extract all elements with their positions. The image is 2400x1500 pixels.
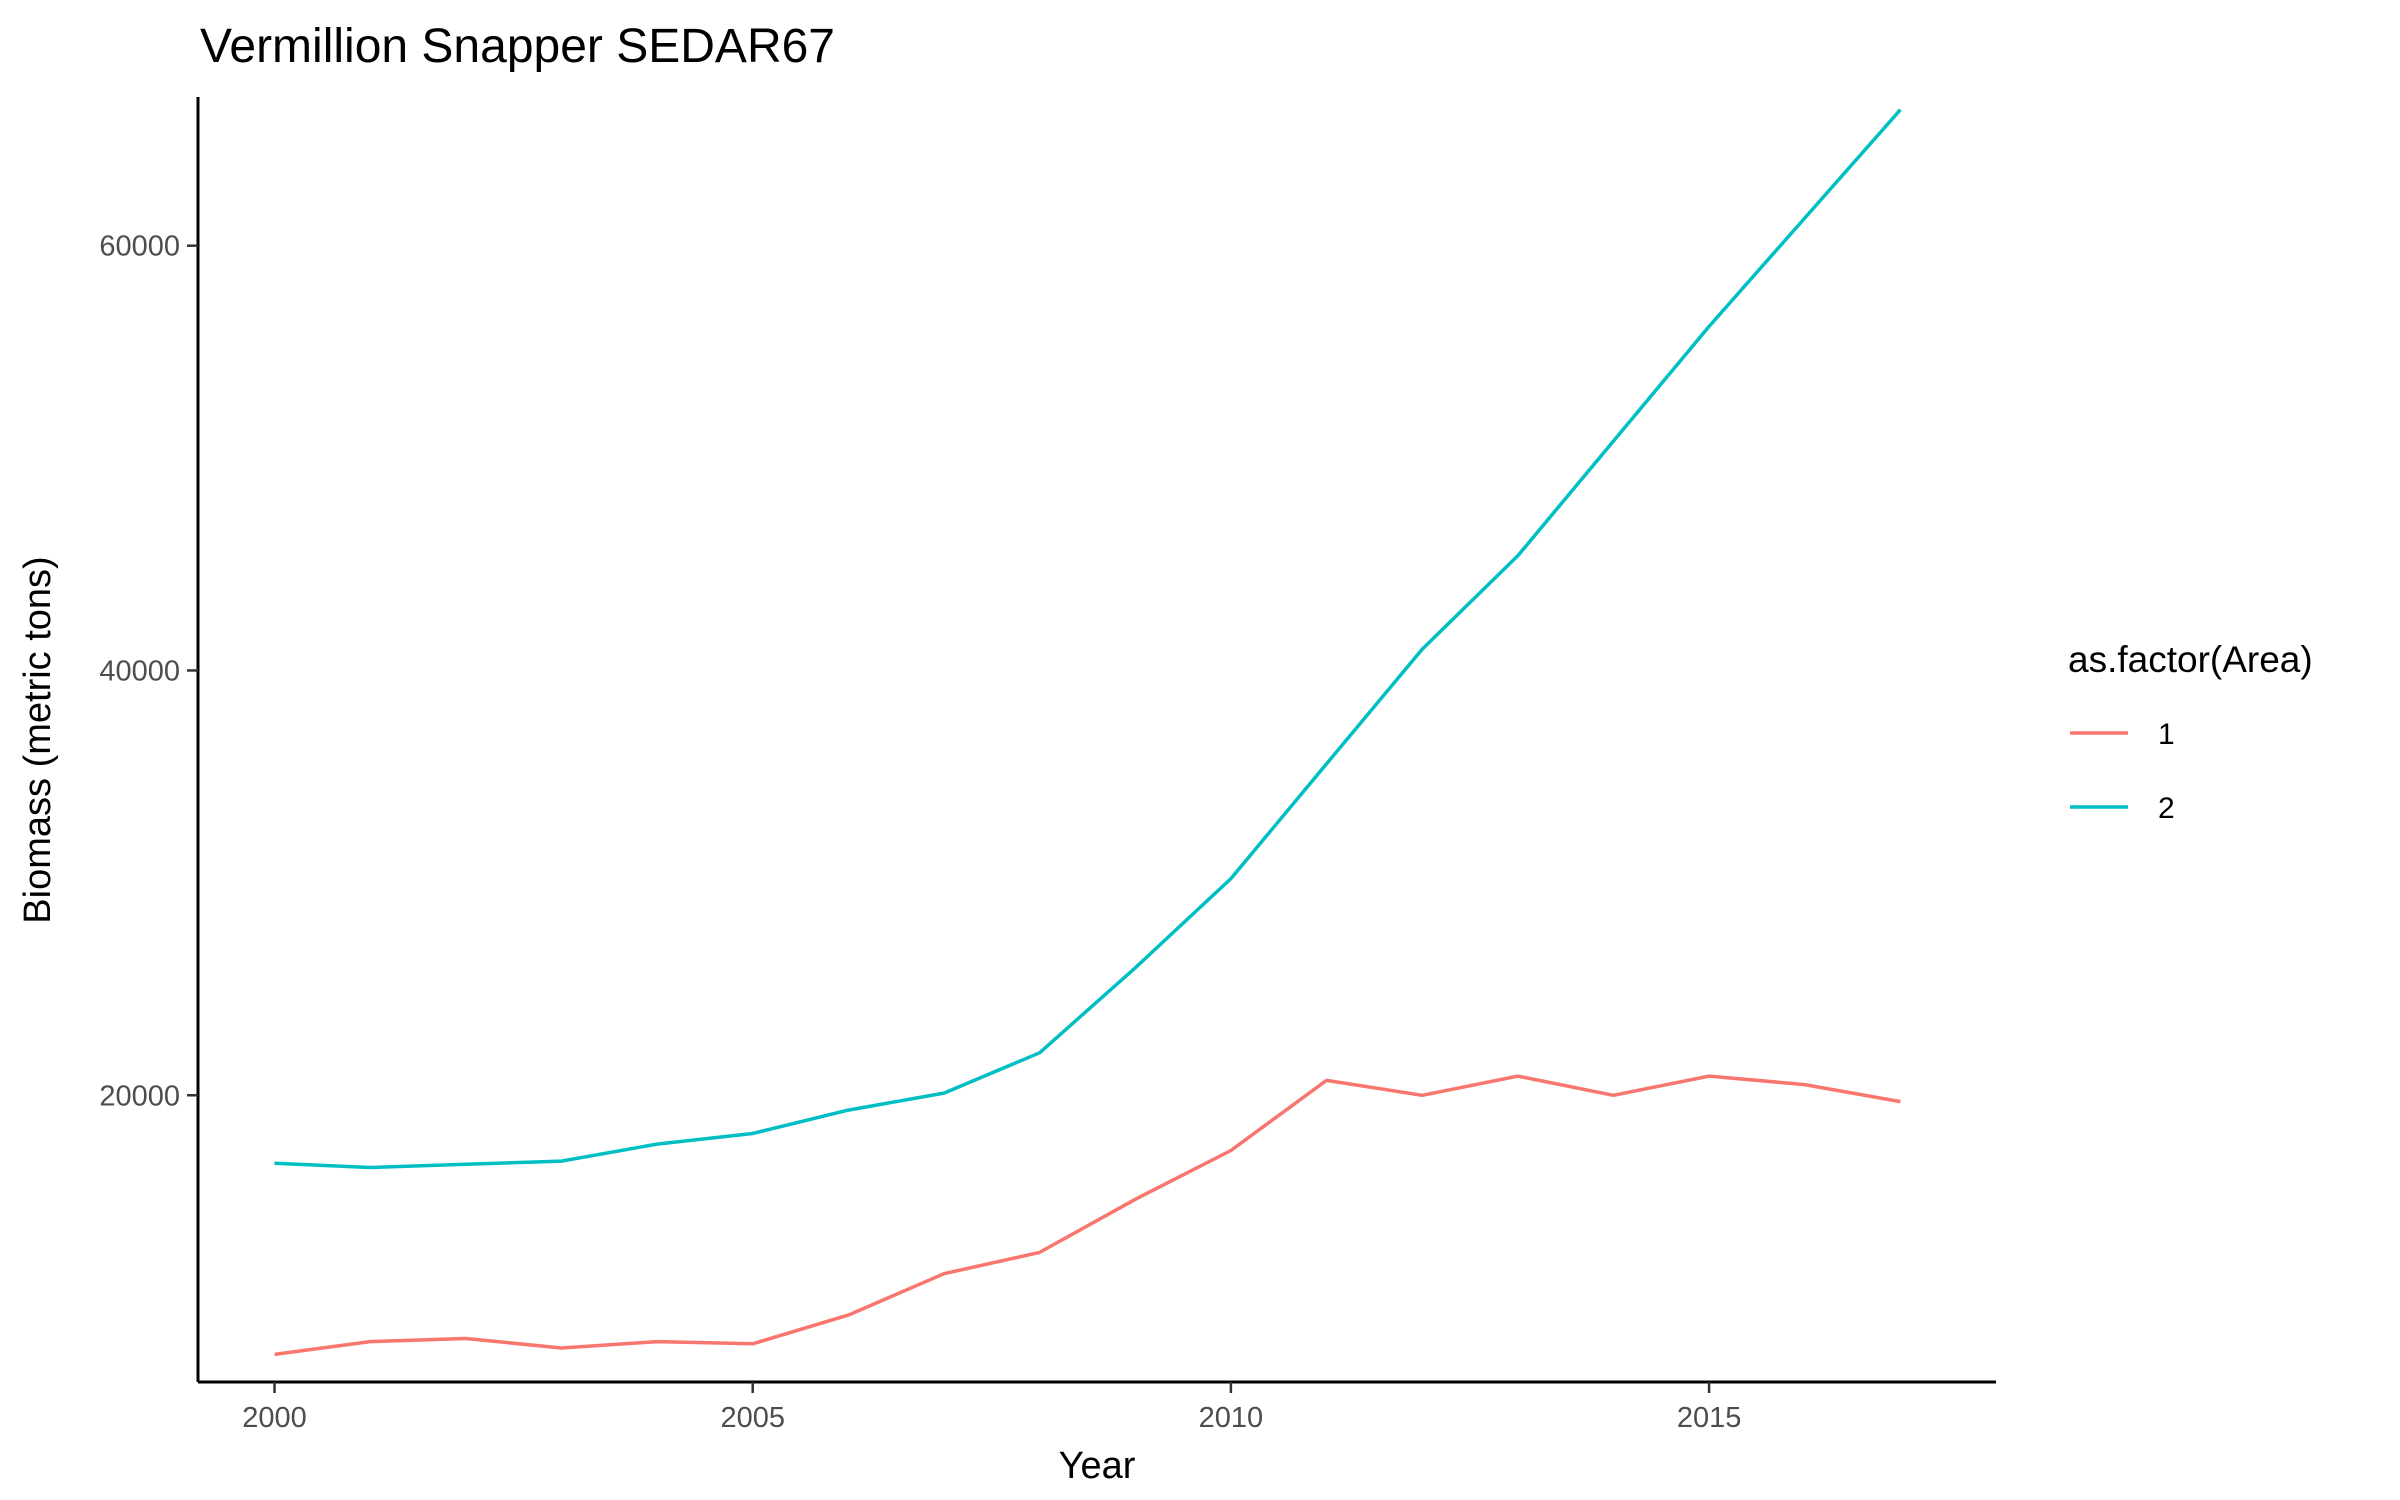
x-tick-label: 2000 xyxy=(242,1402,307,1434)
legend-title: as.factor(Area) xyxy=(2068,639,2313,680)
x-axis-ticks: 2000 2005 2010 2015 xyxy=(242,1382,1741,1434)
legend-items: 12 xyxy=(2070,718,2175,825)
legend: as.factor(Area) 12 xyxy=(2068,639,2313,825)
y-axis-title: Biomass (metric tons) xyxy=(17,556,59,923)
y-tick-label: 40000 xyxy=(99,655,180,687)
chart-title: Vermillion Snapper SEDAR67 xyxy=(200,20,835,73)
x-tick-label: 2015 xyxy=(1677,1402,1742,1434)
series-layer xyxy=(274,108,1902,1357)
y-tick-label: 20000 xyxy=(99,1080,180,1112)
legend-label-1: 1 xyxy=(2158,718,2175,751)
x-axis-title: Year xyxy=(1059,1445,1136,1487)
x-tick-label: 2010 xyxy=(1199,1402,1264,1434)
x-tick-label: 2005 xyxy=(720,1402,785,1434)
series-line-2 xyxy=(274,108,1902,1170)
plot-area: 2000 2005 2010 2015 20000 40000 60000 xyxy=(99,97,1996,1434)
series-line-1 xyxy=(274,1074,1901,1357)
y-tick-label: 60000 xyxy=(99,231,180,263)
legend-label-2: 2 xyxy=(2158,792,2175,825)
y-axis-ticks: 20000 40000 60000 xyxy=(99,231,198,1112)
